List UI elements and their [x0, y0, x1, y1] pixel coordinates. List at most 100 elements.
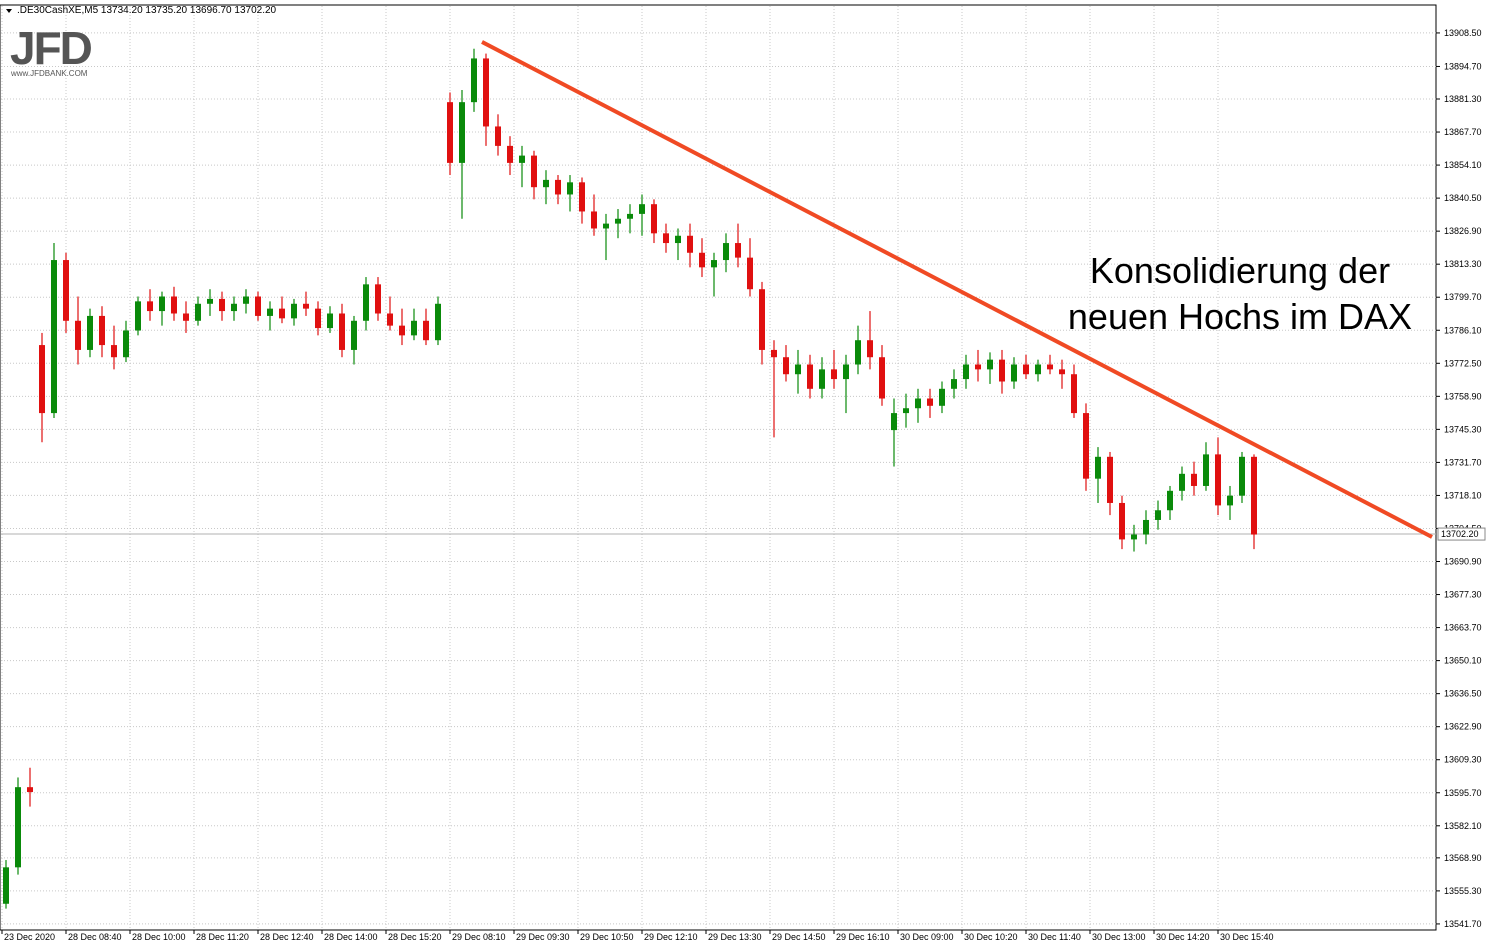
candle-body: [423, 320, 429, 341]
candle-body: [759, 289, 765, 350]
candle-body: [471, 58, 477, 103]
candle-body: [219, 298, 225, 312]
candle-body: [555, 179, 561, 195]
candle-body: [363, 284, 369, 321]
candle-body: [171, 296, 177, 314]
x-tick-label: 28 Dec 11:20: [196, 932, 249, 942]
candle-body: [195, 303, 201, 321]
y-tick-label: 13595.70: [1444, 788, 1482, 798]
candle-body: [807, 364, 813, 389]
candle-body: [531, 155, 537, 188]
candle-body: [663, 233, 669, 244]
candle-body: [3, 867, 9, 904]
candle-body: [1107, 456, 1113, 503]
x-tick-label: 23 Dec 2020: [4, 932, 55, 942]
y-tick-label: 13582.10: [1444, 821, 1482, 831]
candle-body: [387, 313, 393, 326]
x-tick-label: 30 Dec 10:20: [964, 932, 1018, 942]
candle-body: [1059, 369, 1065, 375]
last-price-label: 13702.20: [1441, 529, 1479, 539]
trendline: [481, 40, 1433, 539]
grid: [1, 6, 1436, 930]
y-tick-label: 13745.30: [1444, 424, 1482, 434]
x-tick-label: 30 Dec 09:00: [900, 932, 954, 942]
candle-body: [39, 345, 45, 414]
x-tick-label: 29 Dec 10:50: [580, 932, 634, 942]
candle-body: [543, 179, 549, 188]
candle-body: [375, 284, 381, 314]
candle-body: [1179, 473, 1185, 491]
candle-body: [1227, 495, 1233, 506]
y-tick-label: 13758.90: [1444, 391, 1482, 401]
candle-body: [231, 303, 237, 312]
candle-body: [135, 301, 141, 331]
candle-body: [1071, 374, 1077, 414]
candle-body: [1155, 510, 1161, 520]
candle-body: [507, 145, 513, 163]
candle-body: [243, 296, 249, 304]
candle-body: [1023, 364, 1029, 375]
y-tick-label: 13854.10: [1444, 160, 1482, 170]
candle-body: [699, 252, 705, 268]
candle-body: [315, 308, 321, 329]
candle-body: [819, 369, 825, 389]
candle-body: [975, 364, 981, 370]
candle-body: [711, 260, 717, 268]
candle-body: [903, 408, 909, 414]
x-tick-label: 28 Dec 15:20: [388, 932, 442, 942]
y-tick-label: 13636.50: [1444, 689, 1482, 699]
y-tick-label: 13690.90: [1444, 557, 1482, 567]
candle-body: [867, 340, 873, 358]
candle-body: [855, 340, 861, 365]
candle-body: [255, 296, 261, 316]
candle-body: [1119, 502, 1125, 540]
y-tick-label: 13786.10: [1444, 325, 1482, 335]
candle-body: [1215, 454, 1221, 506]
y-tick-label: 13867.70: [1444, 127, 1482, 137]
x-tick-label: 28 Dec 08:40: [68, 932, 122, 942]
candle-body: [267, 308, 273, 316]
candle-body: [159, 296, 165, 312]
y-tick-label: 13663.70: [1444, 623, 1482, 633]
candle-body: [327, 313, 333, 329]
y-tick-label: 13555.30: [1444, 886, 1482, 896]
candle-body: [879, 357, 885, 399]
plot-frame: [0, 4, 1437, 931]
candle-body: [519, 155, 525, 163]
x-tick-label: 29 Dec 16:10: [836, 932, 890, 942]
candle-body: [15, 787, 21, 868]
candle-body: [51, 260, 57, 414]
y-tick-label: 13826.90: [1444, 226, 1482, 236]
y-tick-label: 13609.30: [1444, 755, 1482, 765]
candle-body: [399, 325, 405, 336]
candle-body: [1047, 364, 1053, 370]
y-tick-label: 13799.70: [1444, 292, 1482, 302]
y-tick-label: 13650.10: [1444, 656, 1482, 666]
candle-body: [783, 357, 789, 375]
candle-body: [447, 102, 453, 163]
candle-body: [63, 260, 69, 321]
x-tick-label: 28 Dec 14:00: [324, 932, 378, 942]
candle-body: [639, 204, 645, 214]
last-price-box: [1437, 527, 1486, 541]
candle-body: [687, 235, 693, 253]
candle-body: [339, 313, 345, 350]
candle-body: [123, 330, 129, 358]
y-tick-label: 13677.30: [1444, 590, 1482, 600]
candle-body: [147, 301, 153, 312]
candle-body: [207, 298, 213, 304]
x-tick-label: 30 Dec 11:40: [1028, 932, 1081, 942]
x-tick-label: 28 Dec 12:40: [260, 932, 314, 942]
candle-body: [351, 320, 357, 350]
candle-body: [279, 308, 285, 319]
candle-body: [891, 413, 897, 431]
y-tick-label: 13731.70: [1444, 457, 1482, 467]
candle-body: [963, 364, 969, 380]
y-tick-label: 13840.50: [1444, 193, 1482, 203]
logo: JFD: [10, 22, 92, 74]
candle-body: [1251, 456, 1257, 535]
candle-body: [1095, 456, 1101, 479]
candle-body: [1239, 456, 1245, 496]
